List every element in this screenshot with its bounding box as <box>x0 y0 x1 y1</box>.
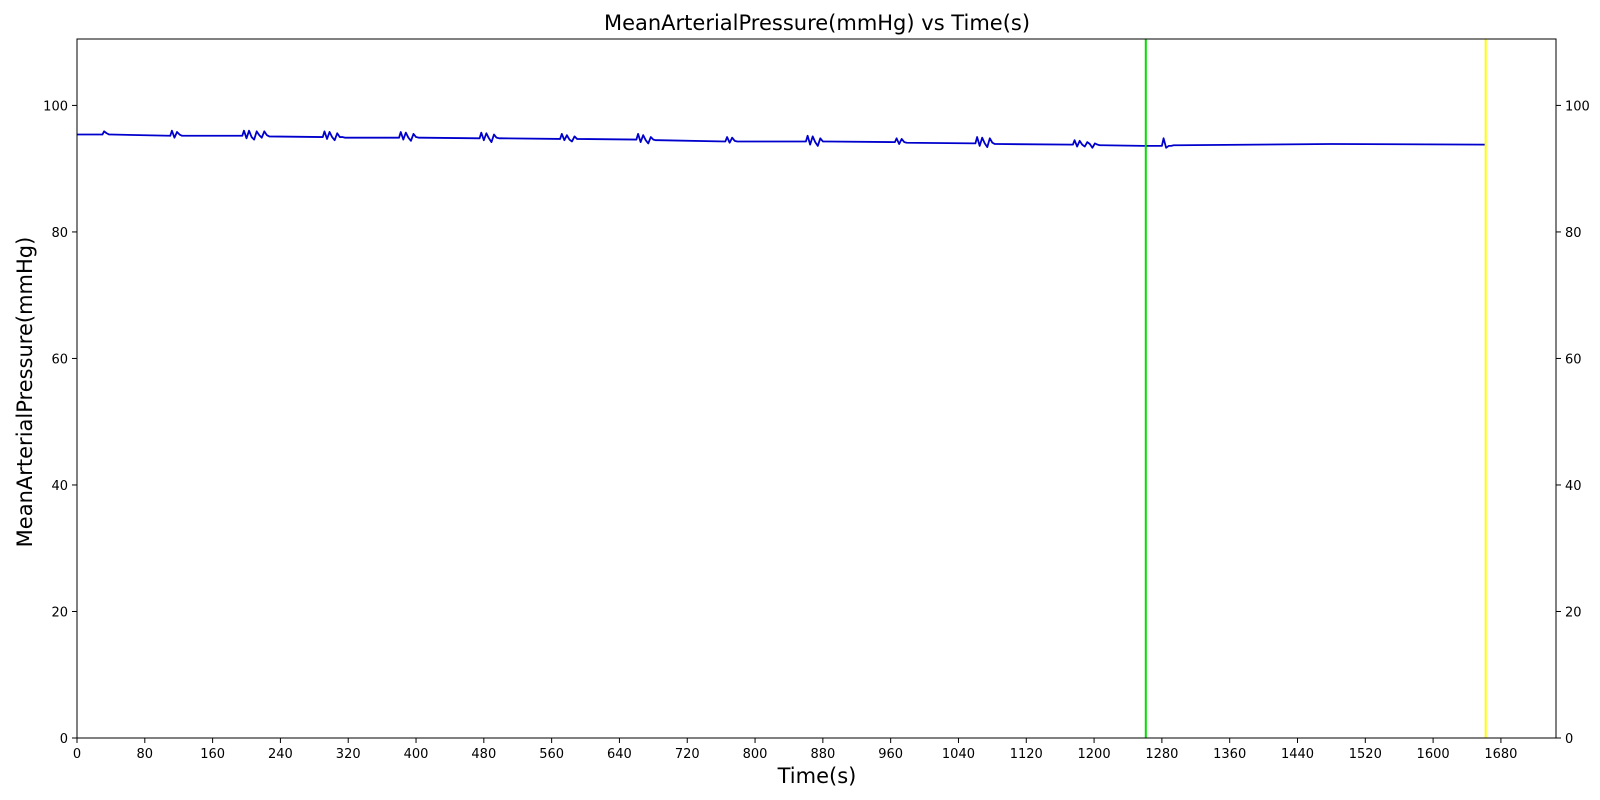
x-tick-label: 160 <box>200 747 225 762</box>
plot-area: 0 80 160 240 320 400 480 560 640 720 800 880 960 1040… <box>43 38 1590 762</box>
x-tick-label: 1360 <box>1213 747 1246 762</box>
y-tick-label-left: 100 <box>43 99 68 114</box>
x-tick-label: 1600 <box>1417 747 1450 762</box>
y-tick-label-left: 80 <box>51 226 68 241</box>
y-axis-label: MeanArterialPressure(mmHg) <box>13 237 37 548</box>
x-tick-label: 560 <box>539 747 564 762</box>
y-tick-label-right: 0 <box>1565 732 1573 747</box>
x-tick-label: 80 <box>137 747 154 762</box>
x-tick-label: 1280 <box>1145 747 1178 762</box>
y-tick-label-right: 40 <box>1565 479 1582 494</box>
x-tick-label: 640 <box>607 747 632 762</box>
y-tick-label-left: 0 <box>60 732 68 747</box>
y-tick-label-right: 100 <box>1565 99 1590 114</box>
y-tick-label-left: 60 <box>51 352 68 367</box>
plot-frame <box>76 38 1557 739</box>
y-tick-label-right: 60 <box>1565 352 1582 367</box>
x-tick-label: 0 <box>73 747 81 762</box>
y-tick-label-left: 20 <box>51 605 68 620</box>
x-tick-label: 720 <box>675 747 700 762</box>
x-tick-label: 1120 <box>1010 747 1043 762</box>
x-tick-label: 1200 <box>1078 747 1111 762</box>
y-tick-label-left: 40 <box>51 479 68 494</box>
y-tick-label-right: 20 <box>1565 605 1582 620</box>
x-tick-label: 240 <box>268 747 293 762</box>
x-tick-label: 1440 <box>1281 747 1314 762</box>
x-tick-label: 1520 <box>1349 747 1382 762</box>
chart-title: MeanArterialPressure(mmHg) vs Time(s) <box>604 11 1030 35</box>
x-tick-label: 400 <box>404 747 429 762</box>
x-tick-label: 880 <box>810 747 835 762</box>
x-tick-label: 320 <box>336 747 361 762</box>
x-axis-label: Time(s) <box>777 764 857 788</box>
y-tick-label-right: 80 <box>1565 226 1582 241</box>
x-tick-label: 480 <box>471 747 496 762</box>
x-tick-label: 800 <box>743 747 768 762</box>
x-tick-label: 1680 <box>1484 747 1517 762</box>
series-line-0 <box>77 129 1486 149</box>
x-tick-label: 1040 <box>942 747 975 762</box>
x-tick-label: 960 <box>878 747 903 762</box>
